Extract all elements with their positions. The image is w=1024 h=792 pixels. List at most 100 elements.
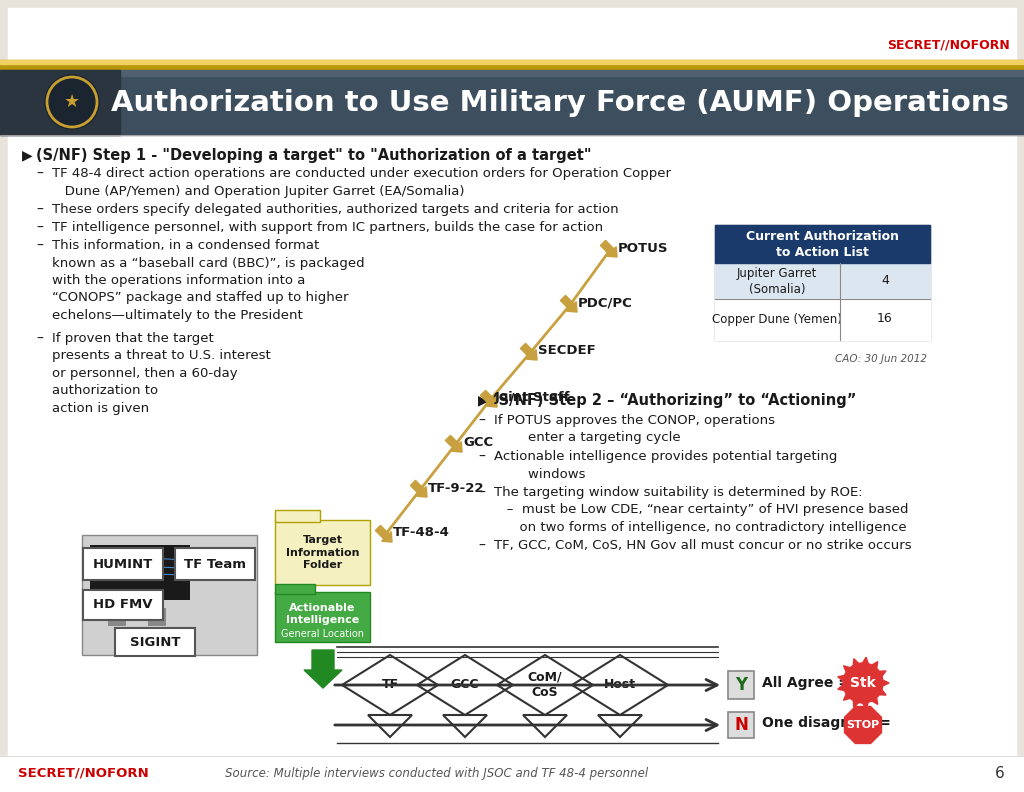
Text: HD FMV: HD FMV (93, 599, 153, 611)
Bar (715, 225, 930, 263)
Text: HUMINT: HUMINT (93, 558, 154, 570)
Text: Target
Information
Folder: Target Information Folder (286, 535, 359, 570)
Text: –: – (36, 167, 43, 181)
Text: –: – (36, 239, 43, 253)
Text: STOP: STOP (847, 720, 880, 730)
Text: CoM/
CoS: CoM/ CoS (527, 671, 562, 699)
Text: TF-9-22: TF-9-22 (428, 482, 484, 494)
Text: N: N (734, 716, 748, 734)
Text: GCC: GCC (451, 679, 479, 691)
Polygon shape (560, 295, 578, 312)
Text: –: – (36, 221, 43, 235)
Bar (275, 584, 315, 594)
Polygon shape (445, 436, 462, 452)
Text: Jupiter Garret
(Somalia): Jupiter Garret (Somalia) (737, 266, 817, 295)
Polygon shape (877, 671, 886, 678)
Polygon shape (869, 661, 878, 671)
Circle shape (45, 75, 99, 129)
Polygon shape (877, 687, 886, 695)
Bar (175, 548, 255, 580)
Bar (728, 671, 754, 699)
Polygon shape (600, 241, 617, 257)
Text: ▶: ▶ (478, 393, 488, 407)
Polygon shape (853, 698, 860, 707)
Bar (275, 510, 319, 522)
Text: Source: Multiple interviews conducted with JSOC and TF 48-4 personnel: Source: Multiple interviews conducted wi… (225, 767, 648, 779)
Text: SECRET//NOFORN: SECRET//NOFORN (887, 39, 1010, 51)
Text: TF Team: TF Team (184, 558, 246, 570)
Text: (S/NF) Step 1 - "Developing a target" to "Authorization of a target": (S/NF) Step 1 - "Developing a target" to… (36, 148, 592, 163)
Circle shape (843, 663, 883, 703)
Text: CAO: 30 Jun 2012: CAO: 30 Jun 2012 (835, 354, 927, 364)
FancyBboxPatch shape (275, 592, 370, 642)
Text: Current Authorization
to Action List: Current Authorization to Action List (746, 230, 899, 258)
Polygon shape (480, 390, 497, 407)
Text: SECDEF: SECDEF (538, 345, 596, 357)
Text: Authorization to Use Military Force (AUMF) Operations: Authorization to Use Military Force (AUM… (111, 89, 1009, 117)
Bar (83, 590, 163, 620)
Bar (0, 60, 1024, 70)
Text: TF 48-4 direct action operations are conducted under execution orders for Operat: TF 48-4 direct action operations are con… (52, 167, 671, 197)
Text: ▶: ▶ (22, 148, 33, 162)
Text: –: – (36, 332, 43, 346)
Text: SECRET//NOFORN: SECRET//NOFORN (18, 767, 148, 779)
Polygon shape (411, 481, 427, 497)
Bar (115, 628, 195, 656)
Text: The targeting window suitability is determined by ROE:
   –  must be Low CDE, “n: The targeting window suitability is dete… (494, 486, 908, 534)
Text: General Location: General Location (281, 629, 364, 639)
Bar (0, 70, 120, 135)
Circle shape (54, 84, 90, 120)
Bar (83, 548, 163, 580)
Bar (715, 263, 930, 299)
Polygon shape (520, 344, 537, 360)
Polygon shape (881, 679, 889, 687)
Text: Actionable
Intelligence: Actionable Intelligence (286, 603, 359, 625)
Text: POTUS: POTUS (618, 242, 669, 254)
Text: These orders specify delegated authorities, authorized targets and criteria for : These orders specify delegated authoriti… (52, 203, 618, 216)
Polygon shape (838, 683, 847, 691)
Bar (715, 299, 930, 340)
Polygon shape (376, 525, 392, 542)
Text: (S/NF) Step 2 – “Authorizing” to “Actioning”: (S/NF) Step 2 – “Authorizing” to “Action… (492, 393, 856, 408)
Bar (90, 545, 190, 600)
Polygon shape (838, 675, 847, 683)
Text: SIGINT: SIGINT (130, 635, 180, 649)
Polygon shape (861, 657, 869, 666)
Text: If POTUS approves the CONOP, operations
        enter a targeting cycle: If POTUS approves the CONOP, operations … (494, 414, 775, 444)
Text: –: – (478, 450, 485, 464)
Text: GCC: GCC (463, 436, 494, 450)
FancyArrow shape (304, 650, 342, 688)
Text: All Agree =: All Agree = (762, 676, 850, 690)
Text: Actionable intelligence provides potential targeting
        windows: Actionable intelligence provides potenti… (494, 450, 838, 481)
Polygon shape (844, 666, 852, 674)
Bar (108, 608, 126, 626)
Text: This information, in a condensed format
known as a “baseball card (BBC)”, is pac: This information, in a condensed format … (52, 239, 365, 322)
Polygon shape (853, 659, 860, 668)
Bar (728, 712, 754, 738)
Bar (0, 756, 1024, 792)
Text: PDC/PC: PDC/PC (578, 296, 633, 310)
Text: Copper Dune (Yemen): Copper Dune (Yemen) (712, 313, 842, 326)
Text: One disagrees =: One disagrees = (762, 716, 891, 730)
Text: –: – (478, 486, 485, 500)
Bar (0, 70, 1024, 135)
Text: TF intelligence personnel, with support from IC partners, builds the case for ac: TF intelligence personnel, with support … (52, 221, 603, 234)
Text: –: – (36, 203, 43, 217)
Text: If proven that the target
presents a threat to U.S. interest
or personnel, then : If proven that the target presents a thr… (52, 332, 270, 415)
Text: 4: 4 (881, 275, 889, 287)
Text: TF, GCC, CoM, CoS, HN Gov all must concur or no strike occurs: TF, GCC, CoM, CoS, HN Gov all must concu… (494, 539, 911, 552)
Bar (148, 608, 166, 626)
Bar (82, 535, 257, 655)
Polygon shape (861, 700, 869, 709)
Bar (715, 225, 930, 340)
Polygon shape (845, 706, 882, 744)
Text: 6: 6 (995, 766, 1005, 780)
Polygon shape (869, 695, 878, 704)
Text: Y: Y (735, 676, 748, 694)
Text: Stk: Stk (850, 676, 876, 690)
FancyBboxPatch shape (275, 520, 370, 585)
Text: TF: TF (381, 679, 398, 691)
Bar (0, 60, 1024, 64)
Text: –: – (478, 539, 485, 553)
Bar (0, 70, 1024, 76)
